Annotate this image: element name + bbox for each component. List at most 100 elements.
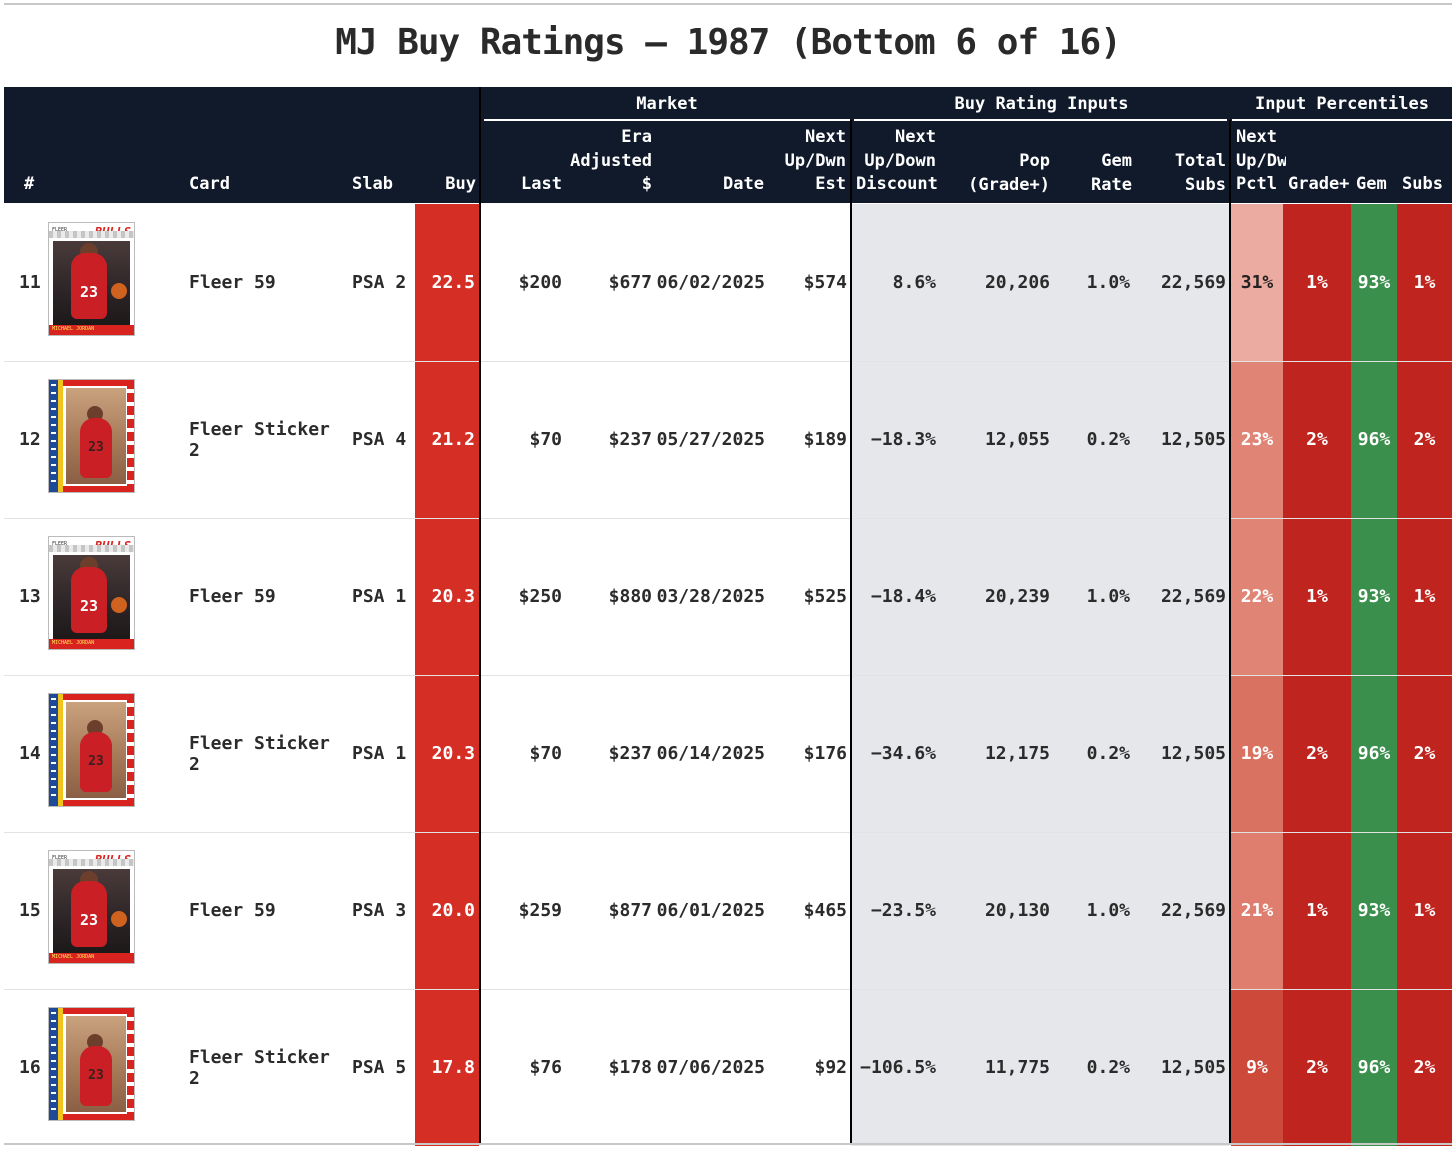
era-adjusted-price: $877 bbox=[608, 900, 652, 921]
sale-date: 05/27/2025 bbox=[656, 429, 765, 450]
pctl-gem-cell: 96% bbox=[1351, 989, 1397, 1146]
era-adjusted-price: $237 bbox=[608, 429, 652, 450]
col-date: Date bbox=[723, 174, 764, 194]
era-adjusted-price: $237 bbox=[608, 743, 652, 764]
discount-cell: 8.6% bbox=[892, 272, 936, 293]
next-est: $92 bbox=[814, 1057, 847, 1078]
pctl-next-cell: 9% bbox=[1231, 989, 1283, 1146]
discount-cell: −18.4% bbox=[870, 586, 936, 607]
col-next-est: Next Up/Dwn Est bbox=[784, 127, 846, 194]
table-row: 12 23 Fleer Sticker 2 PSA 4 21.2 $70 $23… bbox=[4, 361, 1452, 518]
next-est: $465 bbox=[803, 900, 847, 921]
table-header: Market Buy Rating Inputs Input Percentil… bbox=[4, 87, 1452, 203]
col-pctl-gem: Gem bbox=[1356, 174, 1387, 194]
row-divider bbox=[4, 989, 1452, 990]
buy-rating: 20.3 bbox=[415, 675, 479, 832]
inputs-shading bbox=[851, 832, 1229, 989]
total-subs-cell: 22,569 bbox=[1160, 272, 1226, 293]
pop-cell: 12,055 bbox=[984, 429, 1050, 450]
col-pop: Pop (Grade+) bbox=[968, 151, 1050, 195]
col-discount: Next Up/Down Discount bbox=[856, 127, 938, 194]
gem-rate-cell: 1.0% bbox=[1086, 586, 1130, 607]
card-name: Fleer Sticker 2 bbox=[189, 418, 330, 461]
row-divider bbox=[4, 518, 1452, 519]
pop-cell: 20,130 bbox=[984, 900, 1050, 921]
group-percentiles: Input Percentiles bbox=[1255, 94, 1429, 114]
next-est: $189 bbox=[803, 429, 847, 450]
row-divider bbox=[4, 675, 1452, 676]
col-total-subs: Total Subs bbox=[1174, 151, 1226, 195]
last-price: $200 bbox=[518, 272, 562, 293]
total-subs-cell: 22,569 bbox=[1160, 586, 1226, 607]
card-name: Fleer 59 bbox=[189, 900, 276, 921]
row-divider bbox=[4, 832, 1452, 833]
sale-date: 03/28/2025 bbox=[656, 586, 765, 607]
group-inputs: Buy Rating Inputs bbox=[954, 94, 1129, 114]
discount-cell: −106.5% bbox=[860, 1057, 936, 1078]
pctl-next-cell: 31% bbox=[1231, 204, 1283, 361]
fleer-sticker-2-card-icon: 23 bbox=[48, 379, 135, 493]
discount-cell: −18.3% bbox=[870, 429, 936, 450]
fleer-sticker-2-card-icon: 23 bbox=[48, 1007, 135, 1121]
pctl-grade-cell: 1% bbox=[1283, 832, 1351, 989]
pctl-grade-cell: 1% bbox=[1283, 518, 1351, 675]
pctl-grade-cell: 2% bbox=[1283, 361, 1351, 518]
pctl-gem-cell: 96% bbox=[1351, 675, 1397, 832]
pctl-subs-cell: 2% bbox=[1397, 675, 1452, 832]
card-name: Fleer 59 bbox=[189, 272, 276, 293]
top-rule bbox=[4, 3, 1452, 5]
rank-cell: 13 bbox=[19, 586, 41, 607]
inputs-shading bbox=[851, 361, 1229, 518]
next-est: $176 bbox=[803, 743, 847, 764]
slab-cell: PSA 5 bbox=[352, 1057, 407, 1078]
gem-rate-cell: 1.0% bbox=[1086, 272, 1130, 293]
total-subs-cell: 12,505 bbox=[1160, 429, 1226, 450]
card-name: Fleer Sticker 2 bbox=[189, 1046, 330, 1089]
pctl-next-cell: 19% bbox=[1231, 675, 1283, 832]
total-subs-cell: 12,505 bbox=[1160, 743, 1226, 764]
col-rank: # bbox=[24, 174, 35, 194]
rank-cell: 12 bbox=[19, 429, 41, 450]
separator-inputs bbox=[850, 120, 852, 1145]
pctl-gem-cell: 93% bbox=[1351, 518, 1397, 675]
sale-date: 06/14/2025 bbox=[656, 743, 765, 764]
pctl-subs-cell: 1% bbox=[1397, 518, 1452, 675]
col-slab: Slab bbox=[352, 174, 393, 194]
last-price: $250 bbox=[518, 586, 562, 607]
pctl-subs-cell: 2% bbox=[1397, 361, 1452, 518]
sale-date: 06/01/2025 bbox=[656, 900, 765, 921]
col-pctl-subs: Subs bbox=[1402, 174, 1443, 194]
next-est: $525 bbox=[803, 586, 847, 607]
total-subs-cell: 12,505 bbox=[1160, 1057, 1226, 1078]
sale-date: 07/06/2025 bbox=[656, 1057, 765, 1078]
pctl-grade-cell: 2% bbox=[1283, 675, 1351, 832]
col-card: Card bbox=[189, 174, 230, 194]
era-adjusted-price: $178 bbox=[608, 1057, 652, 1078]
era-adjusted-price: $880 bbox=[608, 586, 652, 607]
pctl-subs-cell: 1% bbox=[1397, 204, 1452, 361]
pop-cell: 20,206 bbox=[984, 272, 1050, 293]
separator-market bbox=[479, 87, 481, 1145]
inputs-shading bbox=[851, 518, 1229, 675]
rank-cell: 15 bbox=[19, 900, 41, 921]
slab-cell: PSA 1 bbox=[352, 743, 407, 764]
last-price: $259 bbox=[518, 900, 562, 921]
pctl-gem-cell: 96% bbox=[1351, 361, 1397, 518]
pop-cell: 11,775 bbox=[984, 1057, 1050, 1078]
slab-cell: PSA 1 bbox=[352, 586, 407, 607]
last-price: $76 bbox=[529, 1057, 562, 1078]
pctl-next-cell: 21% bbox=[1231, 832, 1283, 989]
inputs-shading bbox=[851, 989, 1229, 1146]
col-gem-rate: Gem Rate bbox=[1091, 151, 1132, 195]
page-title: MJ Buy Ratings — 1987 (Bottom 6 of 16) bbox=[335, 22, 1122, 63]
buy-rating: 17.8 bbox=[415, 989, 479, 1146]
group-percentiles-rule bbox=[1232, 119, 1452, 121]
bottom-rule bbox=[4, 1143, 1452, 1145]
sale-date: 06/02/2025 bbox=[656, 272, 765, 293]
total-subs-cell: 22,569 bbox=[1160, 900, 1226, 921]
buy-rating: 22.5 bbox=[415, 204, 479, 361]
